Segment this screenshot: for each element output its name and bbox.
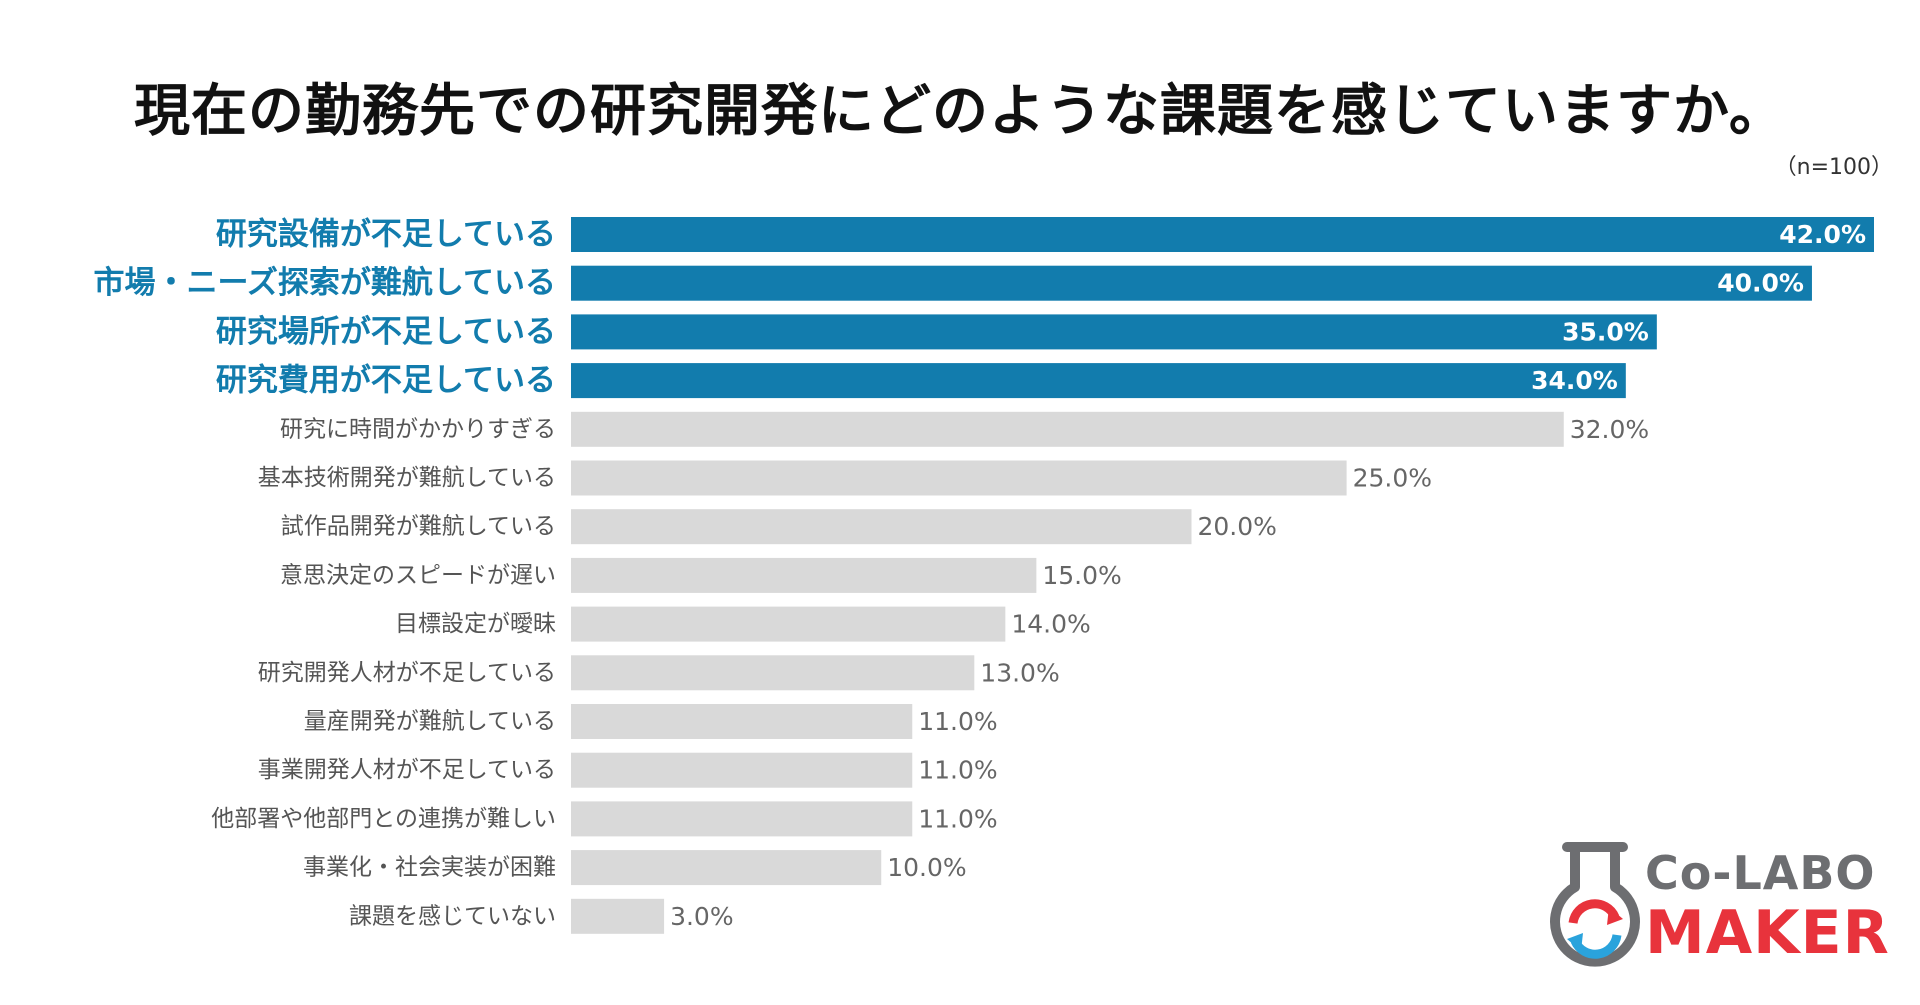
category-label: 市場・ニーズ探索が難航している xyxy=(93,265,556,301)
bar xyxy=(571,606,1006,642)
chart-title: 現在の勤務先での研究開発にどのような課題を感じていますか。 xyxy=(134,79,1786,144)
value-label: 34.0% xyxy=(1531,366,1618,395)
bar xyxy=(571,460,1347,496)
category-label: 基本技術開発が難航している xyxy=(258,465,556,491)
value-label: 11.0% xyxy=(918,707,997,736)
value-label: 13.0% xyxy=(980,658,1059,687)
value-label: 15.0% xyxy=(1042,561,1121,590)
category-label: 研究設備が不足している xyxy=(216,217,556,253)
category-label: 目標設定が曖昧 xyxy=(395,611,556,637)
category-label: 研究に時間がかかりすぎる xyxy=(280,416,556,442)
category-label: 意思決定のスピードが遅い xyxy=(280,562,556,588)
bar xyxy=(571,801,913,837)
value-label: 14.0% xyxy=(1011,610,1090,639)
bar xyxy=(571,850,882,886)
bar xyxy=(571,752,913,788)
bar xyxy=(571,217,1874,252)
category-label: 事業化・社会実装が困難 xyxy=(303,855,556,881)
category-label: 他部署や他部門との連携が難しい xyxy=(211,806,556,832)
category-label: 研究費用が不足している xyxy=(216,363,556,399)
value-label: 32.0% xyxy=(1570,415,1649,444)
value-label: 11.0% xyxy=(918,804,997,833)
logo-text-maker: MAKER xyxy=(1645,898,1890,968)
bar xyxy=(571,509,1192,545)
bar xyxy=(571,363,1626,399)
bar xyxy=(571,265,1812,301)
sample-size-note: （n=100） xyxy=(1774,155,1893,180)
bar xyxy=(571,704,913,739)
value-label: 10.0% xyxy=(887,853,966,882)
value-label: 20.0% xyxy=(1197,512,1276,541)
value-label: 11.0% xyxy=(918,756,997,785)
value-label: 42.0% xyxy=(1779,220,1866,249)
bar xyxy=(571,898,665,934)
category-label: 事業開発人材が不足している xyxy=(258,757,556,783)
value-label: 40.0% xyxy=(1717,269,1804,298)
logo-text-co-labo: Co-LABO xyxy=(1645,846,1876,900)
category-label: 研究開発人材が不足している xyxy=(258,660,556,686)
bar xyxy=(571,314,1657,350)
bar xyxy=(571,557,1037,593)
value-label: 35.0% xyxy=(1562,317,1649,346)
category-label: 研究場所が不足している xyxy=(216,314,556,350)
value-label: 3.0% xyxy=(670,902,734,931)
co-labo-maker-logo: Co-LABO MAKER xyxy=(1545,835,1905,985)
bar xyxy=(571,655,975,691)
category-label: 試作品開発が難航している xyxy=(281,514,556,540)
flask-icon xyxy=(1550,842,1640,967)
category-label: 課題を感じていない xyxy=(349,903,556,929)
bar xyxy=(571,411,1564,447)
value-label: 25.0% xyxy=(1353,464,1432,493)
category-label: 量産開発が難航している xyxy=(304,709,556,735)
